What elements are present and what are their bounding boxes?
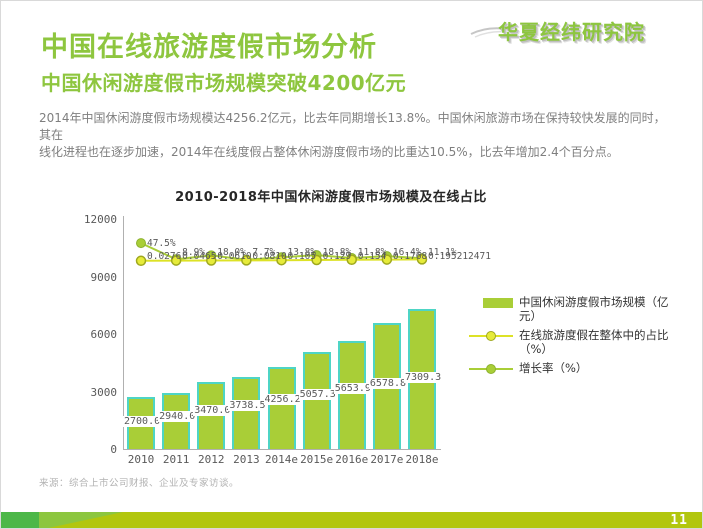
chart-title: 2010-2018年中国休闲游度假市场规模及在线占比 <box>175 190 487 205</box>
page-subtitle: 中国休闲游度假市场规模突破4200亿元 <box>41 71 407 95</box>
bar-value-label: 3738.5 <box>228 399 267 411</box>
growth-rate-label: 47.5% <box>147 238 176 249</box>
line-marker-green-icon <box>469 362 515 375</box>
bar-value-label: 5653.9 <box>333 383 372 394</box>
summary-line-2: 线化进程也在逐步加速，2014年在线度假占整体休闲游度假市场的比重达10.5%，… <box>39 145 619 159</box>
growth-rate-label: 18.8% <box>322 247 352 258</box>
online-share-label: 0.154 <box>357 251 387 262</box>
legend-item-online-share: 在线旅游度假在整体中的占比（%） <box>469 328 685 356</box>
online-share-label: 0.0610 <box>217 251 252 262</box>
chart-legend: 中国休闲游度假市场规模（亿元） 在线旅游度假在整体中的占比（%） 增长率（%） <box>469 295 685 382</box>
growth-rate-label: 13.8% <box>287 247 317 258</box>
page-title: 中国在线旅游度假市场分析 <box>41 32 377 63</box>
online-share-label: 0.0465 <box>182 251 217 262</box>
online-share-label: 0.1768 <box>392 251 428 262</box>
growth-rate-label: 18.0% <box>217 247 246 258</box>
y-tick: 3000 <box>90 385 118 399</box>
bar-value-label: 7309.3 <box>404 372 443 383</box>
bar-value-label: 2940.0 <box>158 410 197 422</box>
bar-2013 <box>232 377 261 449</box>
x-tick: 2013 <box>233 453 260 466</box>
growth-rate-label: 16.4% <box>392 247 422 258</box>
growth-rate-label: 11.1% <box>428 247 457 258</box>
growth-rate-label: 11.8% <box>357 247 387 258</box>
x-tick: 2012 <box>198 453 225 466</box>
x-tick: 2016e <box>335 453 369 466</box>
x-tick: 2010 <box>127 453 155 466</box>
online-share-label: 0.195212471 <box>428 251 491 262</box>
org-logo: 华夏经纬研究院 <box>498 20 645 44</box>
summary-line-1: 2014年中国休闲游度假市场规模达4256.2亿元，比去年同期增长13.8%。中… <box>39 111 666 142</box>
legend-item-growth-rate: 增长率（%） <box>469 361 685 376</box>
y-axis-line <box>123 216 124 449</box>
legend-label-market-size: 中国休闲游度假市场规模（亿元） <box>519 295 669 323</box>
online-share-label: 0.105 <box>287 251 317 262</box>
bar-value-label: 6578.8 <box>368 377 407 389</box>
bar-value-label: 5057.3 <box>298 388 337 400</box>
legend-label-growth-rate: 增长率（%） <box>519 361 588 375</box>
bar-value-label: 4256.2 <box>263 394 302 405</box>
online-share-label: 0.129 <box>322 251 352 262</box>
bar-2014e <box>267 367 296 449</box>
online-share-label: 0.0276 <box>147 251 182 262</box>
x-tick: 2011 <box>162 453 190 466</box>
bar-value-label: 3470.0 <box>193 405 232 416</box>
bar-2016e <box>337 341 366 449</box>
bar-swatch-icon <box>469 296 515 309</box>
growth-rate-label: 8.9% <box>182 247 206 258</box>
bar-value-label: 2700.0 <box>123 416 162 427</box>
x-tick: 2017e <box>370 453 404 466</box>
legend-item-market-size: 中国休闲游度假市场规模（亿元） <box>469 295 685 323</box>
legend-label-online-share: 在线旅游度假在整体中的占比（%） <box>519 328 669 356</box>
y-tick: 12000 <box>83 213 117 226</box>
bar-2015e <box>302 352 331 449</box>
y-tick: 9000 <box>90 270 118 284</box>
bottom-accent-bar <box>1 512 702 528</box>
online-share-label: 0.0810 <box>252 251 287 262</box>
y-tick: 6000 <box>90 328 118 341</box>
logo-swoosh-icon <box>470 27 514 38</box>
x-axis-line <box>123 449 441 450</box>
y-tick: 0 <box>110 443 117 456</box>
x-tick: 2018e <box>405 453 439 466</box>
x-tick: 2015e <box>300 453 334 466</box>
x-tick: 2014e <box>264 453 299 466</box>
growth-rate-label: 7.7% <box>252 247 276 258</box>
source-note: 来源：综合上市公司财报、企业及专家访谈。 <box>39 478 240 489</box>
summary-paragraph: 2014年中国休闲游度假市场规模达4256.2亿元，比去年同期增长13.8%。中… <box>39 110 671 161</box>
page-number: 11 <box>670 513 688 528</box>
line-marker-yellow-icon <box>469 329 515 342</box>
